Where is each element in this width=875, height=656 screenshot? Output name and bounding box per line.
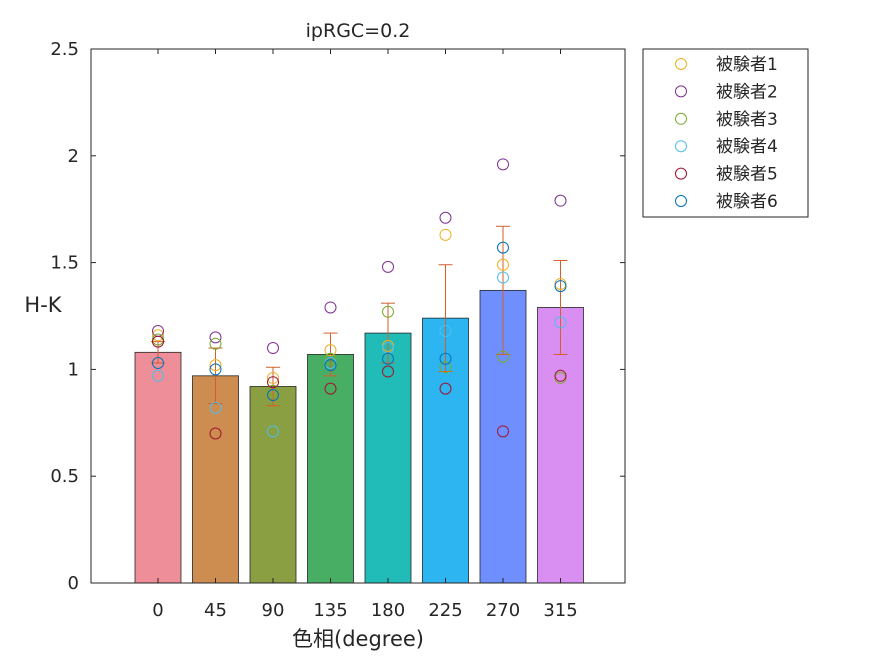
chart-title: ipRGC=0.2 [306,20,411,42]
y-tick-label: 2.5 [50,39,79,60]
legend: 被験者1 被験者2 被験者3 被験者4 被験者5 被験者6 [642,48,809,218]
x-axis-label: 色相(degree) [292,627,424,651]
legend-label: 被験者5 [716,165,778,185]
legend-label: 被験者2 [716,82,778,102]
x-tick-label: 90 [262,600,285,621]
bar [307,354,354,584]
y-tick-label: 0 [68,573,79,594]
y-tick-label: 1 [68,359,79,380]
data-point [152,329,164,342]
legend-label: 被験者1 [716,55,778,75]
data-point [324,344,337,357]
points-group [152,158,567,440]
bar [192,375,239,584]
data-point [152,335,164,348]
data-point [152,356,164,369]
data-point [152,369,164,382]
legend-marker [675,85,687,98]
data-point [554,369,567,382]
data-point [439,211,452,224]
data-point [439,228,452,241]
legend-marker [675,58,687,70]
data-point [324,359,337,372]
bar [134,351,182,584]
y-axis-label: H-K [24,293,62,317]
data-point [209,359,222,372]
data-point [382,365,394,378]
data-point [439,382,452,395]
y-tick-label: 2 [68,146,79,167]
x-tick-label: 225 [428,600,462,621]
data-point [267,384,279,397]
data-point [267,389,279,402]
legend-box [642,48,809,218]
y-tick-label: 1.5 [50,253,79,274]
legend-label: 被験者3 [716,110,778,130]
data-point [497,350,509,363]
data-point [554,194,567,207]
legend-marker [675,167,687,180]
x-tick-label: 315 [543,600,577,621]
x-tick-label: 180 [371,600,405,621]
legend-label: 被験者4 [716,137,778,157]
legend-label: 被験者6 [716,192,778,212]
data-point [324,382,337,395]
data-point [439,361,452,374]
data-point [324,352,337,365]
data-point [267,342,279,355]
legend-marker [675,195,687,207]
data-point [324,301,337,314]
x-tick-label: 270 [486,600,520,621]
data-point [497,258,509,271]
x-tick-label: 0 [152,600,163,621]
plot-frame [90,48,626,584]
data-point [209,337,222,350]
data-point [267,371,279,384]
x-tick-label: 135 [313,600,347,621]
data-point [209,401,222,414]
data-point [382,305,394,318]
bar [364,332,412,584]
legend-marker [675,112,687,125]
data-point [554,280,567,293]
y-tick-label: 0.5 [50,466,79,487]
y-axis: 0 0.5 1 1.5 2 2.5 [50,39,625,594]
data-point [497,158,509,171]
data-point [497,271,509,284]
data-point [497,241,509,254]
data-point [439,352,452,365]
data-point [554,316,567,329]
data-point [267,376,279,389]
data-point [209,331,222,344]
data-point [497,425,509,438]
x-axis: 0 45 90 135 180 225 270 315 [152,49,578,621]
data-point [382,260,394,273]
data-point [209,427,222,440]
data-point [209,363,222,376]
data-point [439,324,452,337]
legend-marker [675,140,687,153]
data-point [382,352,394,365]
bar [249,386,297,584]
data-point [267,425,279,438]
x-tick-label: 45 [204,600,227,621]
